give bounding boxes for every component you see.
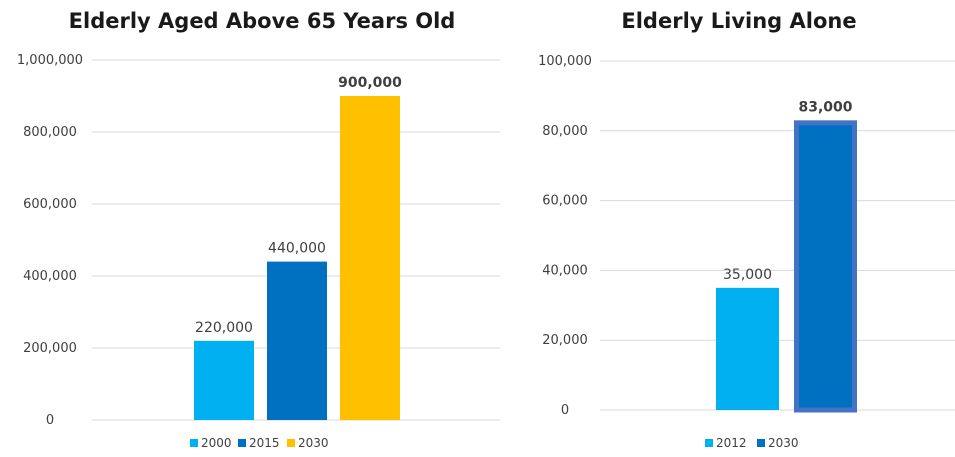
legend-swatch-2000 xyxy=(190,439,198,447)
legend-label-2030: 2030 xyxy=(768,436,799,450)
y-tick-label: 0 xyxy=(46,413,54,428)
elderly-above-65-chart: Elderly Aged Above 65 Years Old 0 200,000… xyxy=(17,9,500,450)
legend-label-2015: 2015 xyxy=(249,436,280,450)
legend-label-2000: 2000 xyxy=(201,436,232,450)
y-tick-label: 60,000 xyxy=(542,194,588,209)
legend-swatch-2012 xyxy=(705,439,713,447)
data-label-2000: 220,000 xyxy=(195,320,253,336)
y-tick-label: 100,000 xyxy=(538,54,592,69)
y-tick-label: 80,000 xyxy=(542,124,588,139)
data-label-2030: 83,000 xyxy=(798,99,852,115)
y-tick-label: 0 xyxy=(561,403,569,418)
data-label-2012: 35,000 xyxy=(723,267,772,283)
y-tick-label: 400,000 xyxy=(23,269,77,284)
bar-2030 xyxy=(340,96,400,420)
bar-2015 xyxy=(267,261,327,420)
legend-swatch-2015 xyxy=(238,439,246,447)
y-tick-label: 800,000 xyxy=(23,125,77,140)
bar-2000 xyxy=(194,340,254,420)
legend-label-2012: 2012 xyxy=(716,436,747,450)
legend-label-2030: 2030 xyxy=(298,436,329,450)
chart-title: Elderly Aged Above 65 Years Old xyxy=(69,9,456,33)
y-tick-label: 600,000 xyxy=(23,197,77,212)
legend-swatch-2030 xyxy=(287,439,295,447)
y-tick-label: 20,000 xyxy=(542,333,588,348)
bar-2012 xyxy=(716,287,779,410)
elderly-living-alone-chart: Elderly Living Alone 0 20,000 40,000 60,000… xyxy=(538,9,955,450)
data-label-2015: 440,000 xyxy=(268,241,326,257)
data-label-2030: 900,000 xyxy=(338,75,402,91)
y-tick-label: 40,000 xyxy=(542,263,588,278)
y-tick-label: 200,000 xyxy=(23,341,77,356)
y-tick-label: 1,000,000 xyxy=(17,53,83,68)
bar-2030 xyxy=(794,120,857,413)
chart-title: Elderly Living Alone xyxy=(621,9,856,33)
legend-swatch-2030 xyxy=(757,439,765,447)
